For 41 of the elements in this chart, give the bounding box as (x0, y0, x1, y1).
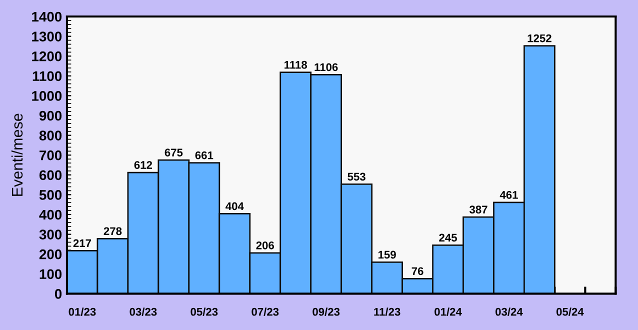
x-tick-label: 05/23 (190, 308, 218, 316)
y-tick-label: 200 (39, 249, 62, 260)
y-tick-label: 100 (40, 269, 62, 280)
x-tick-label: 11/23 (374, 308, 400, 316)
y-axis-title: Eventi/mese (11, 114, 23, 196)
data-label: 206 (256, 241, 274, 250)
y-tick-label: 900 (39, 110, 62, 121)
y-tick-label: 1300 (32, 32, 62, 42)
data-label: 461 (500, 190, 518, 199)
y-tick-label: 0 (54, 289, 62, 299)
x-tick-label: 01/24 (434, 308, 462, 316)
y-tick-label: 1100 (32, 71, 62, 82)
y-tick-label: 700 (40, 150, 62, 160)
y-tick-label: 500 (39, 190, 62, 200)
x-tick-label: 01/23 (68, 308, 96, 316)
data-label: 76 (412, 267, 424, 276)
data-label: 245 (439, 234, 457, 242)
x-tick-label: 03/24 (496, 308, 523, 316)
data-label: 675 (164, 148, 183, 156)
data-label: 159 (378, 250, 396, 259)
x-tick-label: 05/24 (556, 308, 584, 316)
x-tick-label: 07/23 (252, 308, 279, 316)
data-label: 1118 (284, 60, 308, 69)
y-tick-label: 1400 (32, 12, 62, 22)
data-label: 1106 (314, 63, 338, 72)
y-tick-label: 400 (39, 210, 62, 220)
data-label: 387 (469, 206, 488, 214)
y-tick-label: 600 (39, 170, 62, 180)
data-label: 278 (104, 227, 122, 236)
data-label: 661 (195, 151, 214, 160)
y-tick-label: 1200 (32, 51, 62, 62)
y-tick-label: 800 (39, 130, 62, 140)
x-tick-label: 03/23 (130, 308, 157, 316)
data-label: 1252 (528, 34, 552, 42)
data-label: 404 (226, 202, 244, 210)
y-tick-label: 300 (39, 230, 62, 240)
y-tick-label: 1000 (32, 91, 62, 101)
data-label: 612 (134, 161, 152, 169)
x-tick-label: 09/23 (312, 308, 340, 316)
data-label: 217 (73, 239, 92, 248)
data-label: 553 (348, 172, 366, 181)
